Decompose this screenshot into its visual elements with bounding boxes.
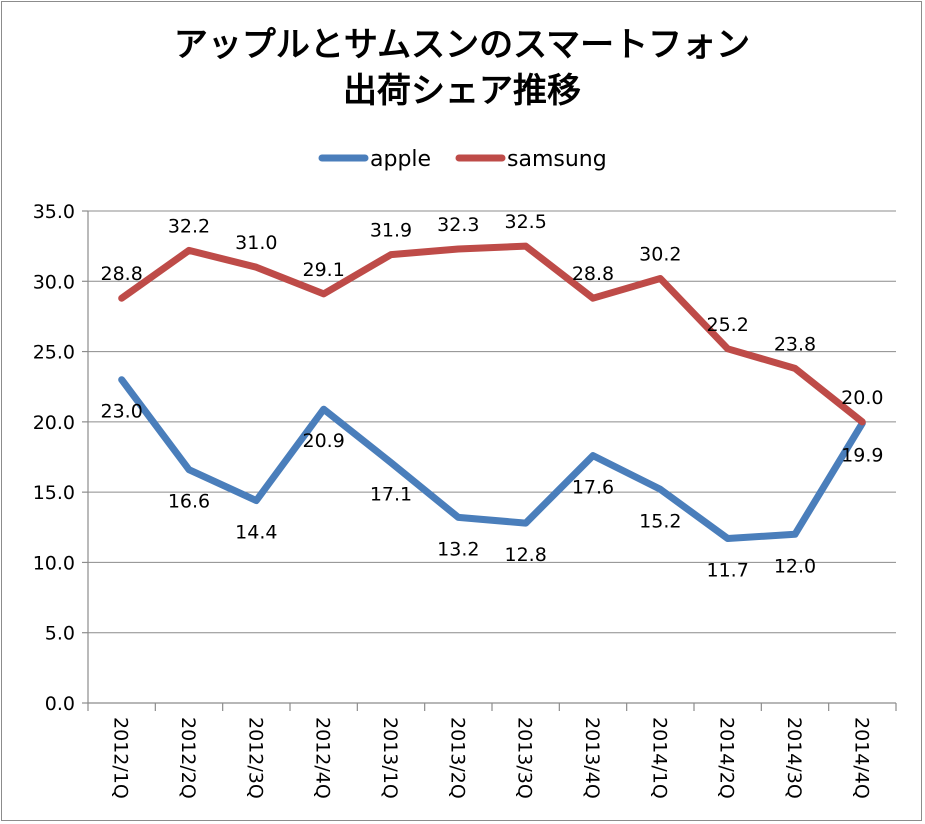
data-point-apple — [524, 522, 527, 525]
data-label-samsung: 25.2 — [707, 314, 749, 336]
series-lines — [118, 242, 866, 542]
data-point-samsung — [592, 297, 594, 300]
data-point-samsung — [726, 347, 729, 350]
legend: apple samsung — [318, 147, 607, 172]
x-tick-label: 2013/3Q — [514, 717, 536, 799]
data-label-samsung: 32.3 — [437, 214, 479, 236]
data-label-samsung: 32.2 — [168, 215, 210, 237]
data-label-samsung: 31.0 — [235, 232, 277, 254]
data-point-samsung — [457, 247, 460, 250]
x-tick-label: 2012/4Q — [312, 717, 334, 799]
y-axis-ticks: 0.0 5.0 10.0 15.0 20.0 25.0 30.0 35.0 — [33, 201, 75, 715]
data-point-samsung — [188, 249, 190, 252]
data-label-apple: 19.9 — [841, 444, 883, 466]
x-tick-label: 2014/4Q — [850, 717, 872, 799]
data-label-samsung: 20.0 — [841, 387, 883, 409]
data-point-samsung — [255, 266, 258, 269]
legend-label-samsung: samsung — [507, 147, 607, 172]
data-labels: 23.0 16.6 14.4 20.9 17.1 13.2 12.8 17.6 15.2 11.7… — [101, 211, 884, 581]
data-point-samsung — [659, 277, 662, 280]
x-tick-label: 2013/1Q — [379, 717, 401, 799]
data-point-samsung — [120, 297, 123, 300]
data-label-samsung: 30.2 — [639, 243, 681, 265]
x-tick-label: 2014/2Q — [716, 717, 738, 799]
data-point-apple — [794, 533, 796, 536]
data-point-apple — [390, 461, 392, 464]
data-label-samsung: 32.5 — [505, 211, 547, 233]
x-tick-label: 2012/1Q — [110, 717, 132, 799]
data-label-apple: 16.6 — [168, 491, 210, 513]
data-point-apple — [726, 537, 729, 540]
data-label-apple: 12.0 — [774, 555, 816, 577]
y-tick-label: 15.0 — [33, 482, 75, 504]
data-label-apple: 17.6 — [572, 477, 614, 499]
data-point-apple — [457, 516, 460, 519]
x-tick-label: 2012/3Q — [244, 717, 266, 799]
y-tick-label: 25.0 — [33, 342, 75, 364]
data-label-samsung: 28.8 — [572, 263, 614, 285]
data-label-apple: 14.4 — [235, 522, 277, 544]
y-tick-label: 10.0 — [33, 552, 75, 574]
data-point-samsung — [322, 292, 325, 295]
data-point-samsung — [524, 245, 527, 248]
x-tick-label: 2013/4Q — [581, 717, 603, 799]
data-label-apple: 12.8 — [505, 544, 547, 566]
x-axis-ticks: 2012/1Q 2012/2Q 2012/3Q 2012/4Q 2013/1Q 2013/… — [87, 703, 897, 799]
x-tick-label: 2012/2Q — [177, 717, 199, 799]
chart-title: アップルとサムスンのスマートフォン 出荷シェア推移 — [174, 25, 750, 111]
data-label-apple: 17.1 — [370, 484, 412, 506]
data-point-apple — [188, 468, 190, 471]
chart-title-line-2: 出荷シェア推移 — [343, 71, 581, 111]
data-point-apple — [592, 454, 594, 457]
data-point-samsung — [794, 367, 796, 370]
y-tick-label: 30.0 — [33, 271, 75, 293]
series-line-apple — [118, 376, 866, 542]
y-tick-label: 20.0 — [33, 412, 75, 434]
data-label-samsung: 28.8 — [101, 263, 143, 285]
data-point-apple — [120, 378, 123, 381]
data-label-samsung: 31.9 — [370, 220, 412, 242]
y-tick-label: 0.0 — [45, 693, 75, 715]
series-line-samsung — [118, 242, 866, 426]
data-label-apple: 23.0 — [101, 401, 143, 423]
data-point-apple — [322, 408, 325, 411]
data-point-apple — [659, 488, 662, 491]
data-label-apple: 11.7 — [707, 560, 749, 582]
x-tick-label: 2013/2Q — [446, 717, 468, 799]
y-tick-label: 5.0 — [45, 623, 75, 645]
data-label-apple: 13.2 — [437, 538, 479, 560]
data-point-apple — [255, 499, 258, 502]
data-label-samsung: 29.1 — [303, 259, 345, 281]
data-label-samsung: 23.8 — [774, 333, 816, 355]
x-tick-label: 2014/1Q — [648, 717, 670, 799]
data-point-samsung — [390, 253, 392, 256]
data-label-apple: 15.2 — [639, 510, 681, 532]
gridlines — [82, 210, 896, 704]
data-label-apple: 20.9 — [303, 430, 345, 452]
y-tick-label: 35.0 — [33, 201, 75, 223]
data-point-samsung — [861, 420, 864, 423]
legend-label-apple: apple — [370, 147, 431, 172]
chart-title-line-1: アップルとサムスンのスマートフォン — [174, 25, 750, 65]
x-tick-label: 2014/3Q — [783, 717, 805, 799]
